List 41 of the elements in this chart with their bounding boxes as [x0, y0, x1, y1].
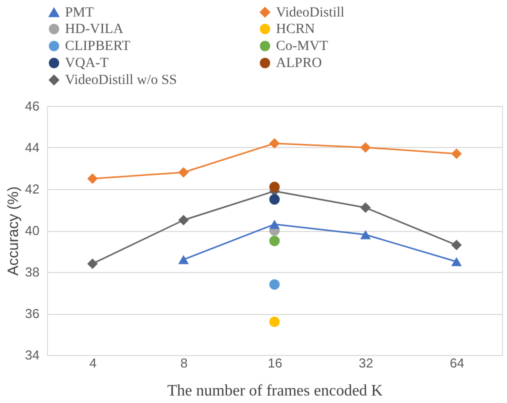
x-axis-title: The number of frames encoded K — [167, 382, 384, 400]
point — [269, 194, 280, 205]
point — [451, 148, 462, 159]
legend-label: CLIPBERT — [65, 39, 131, 54]
legend-label: HCRN — [276, 22, 315, 37]
point — [269, 138, 280, 149]
x-tick-label: 4 — [89, 356, 97, 370]
point — [178, 167, 189, 178]
y-tick-label: 36 — [25, 306, 40, 321]
x-tick-label: 64 — [450, 356, 464, 370]
point — [269, 182, 280, 192]
y-tick-label: 42 — [25, 182, 40, 196]
legend-label: PMT — [65, 6, 94, 20]
legend-label: VideoDistill — [276, 5, 344, 20]
point — [360, 202, 371, 213]
x-tick-label: 8 — [180, 356, 188, 370]
point — [451, 240, 462, 250]
point — [269, 279, 280, 290]
point — [360, 230, 371, 240]
legend-label: HD-VILA — [65, 22, 124, 37]
legend-label: ALPRO — [276, 56, 322, 71]
x-tick-label: 16 — [268, 356, 282, 370]
legend-label: VideoDistill w/o SS — [65, 73, 177, 88]
point — [269, 316, 280, 328]
point — [87, 258, 98, 269]
legend-label: Co-MVT — [276, 39, 329, 54]
point — [451, 257, 462, 266]
point — [87, 173, 98, 184]
point — [178, 214, 189, 226]
y-tick-label: 46 — [25, 98, 40, 114]
y-axis-title: Accuracy (%) — [5, 186, 22, 276]
y-tick-label: 38 — [25, 264, 40, 280]
y-tick-label: 40 — [25, 223, 40, 238]
x-tick-label: 32 — [358, 356, 374, 370]
point — [360, 142, 371, 153]
legend-label: VQA-T — [65, 56, 109, 71]
point — [269, 236, 280, 246]
point — [178, 255, 189, 264]
y-tick-label: 44 — [25, 140, 40, 155]
point — [269, 220, 280, 229]
y-tick-label: 34 — [25, 348, 40, 362]
